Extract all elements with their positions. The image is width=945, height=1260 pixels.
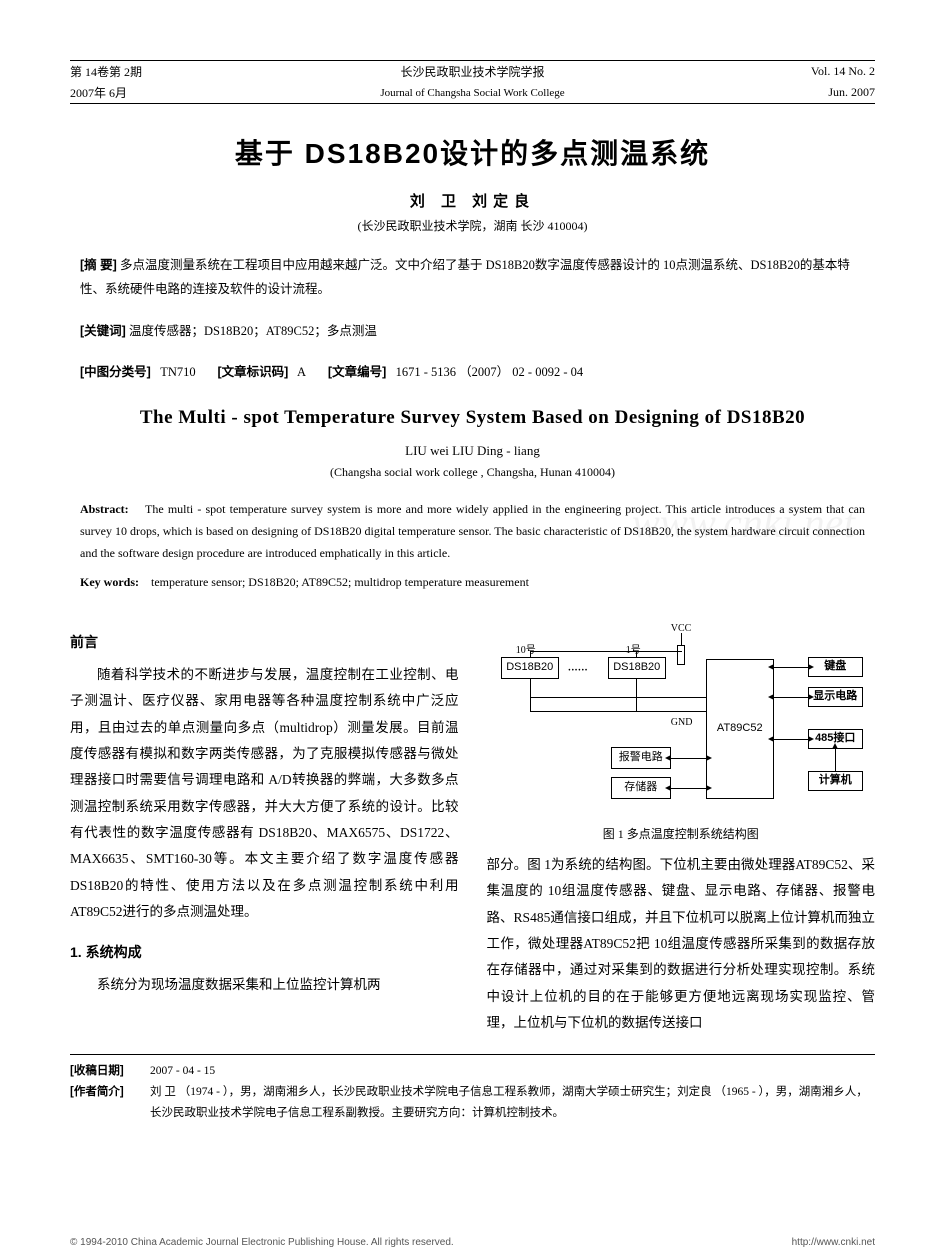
computer-box: 计算机 [808, 771, 863, 791]
abstract-cn-block: [摘 要] 多点温度测量系统在工程项目中应用越来越广泛。文中介绍了基于 DS18… [80, 254, 865, 302]
abstract-en-block: Abstract: The multi - spot temperature s… [80, 498, 865, 565]
vol-issue-en: Vol. 14 No. 2 [811, 64, 875, 78]
journal-header: 第 14卷第 2期 长沙民政职业技术学院学报 Vol. 14 No. 2 200… [70, 60, 875, 104]
section-1-p1: 系统分为现场温度数据采集和上位监控计算机两 [70, 972, 459, 998]
ds18b20-box-10: DS18B20 [501, 657, 559, 679]
gnd-label: GND [671, 713, 693, 733]
figure-1: VCC 10号 1号 DS18B20 ······ DS18B20 [487, 619, 876, 846]
received-date-label: [收稿日期] [70, 1061, 150, 1082]
doc-code-val: A [297, 365, 306, 379]
keyboard-connector [774, 667, 808, 668]
copyright-notice: © 1994-2010 China Academic Journal Elect… [70, 1237, 454, 1248]
received-date: 2007 - 04 - 15 [150, 1061, 215, 1082]
authors-en: LIU wei LIU Ding - liang [70, 443, 875, 459]
body-columns: 前言 随着科学技术的不断进步与发展，温度控制在工业控制、电子测温计、医疗仪器、家… [70, 619, 875, 1037]
preface-heading: 前言 [70, 629, 459, 656]
abstract-cn-text: 多点温度测量系统在工程项目中应用越来越广泛。文中介绍了基于 DS18B20数字温… [80, 258, 850, 296]
author-bio-label: [作者简介] [70, 1082, 150, 1123]
display-box: 显示电路 [808, 687, 863, 707]
keyboard-box: 键盘 [808, 657, 863, 677]
ds18b20-box-1: DS18B20 [608, 657, 666, 679]
abstract-en-text: The multi - spot temperature survey syst… [80, 502, 865, 560]
rs485-pc-connector [835, 749, 836, 771]
section-1-p2: 部分。图 1为系统的结构图。下位机主要由微处理器AT89C52、采集温度的 10… [487, 852, 876, 1036]
keywords-en-text: temperature sensor; DS18B20; AT89C52; mu… [151, 575, 529, 589]
vol-issue-cn: 第 14卷第 2期 [70, 65, 142, 79]
keywords-cn-block: [关键词] 温度传感器；DS18B20；AT89C52；多点测温 [80, 320, 865, 344]
alarm-connector [671, 758, 706, 759]
storage-connector [671, 788, 706, 789]
affiliation-cn: (长沙民政职业技术学院，湖南 长沙 410004) [70, 217, 875, 234]
right-column: VCC 10号 1号 DS18B20 ······ DS18B20 [487, 619, 876, 1037]
clc-val: TN710 [160, 365, 195, 379]
section-1-heading: 1. 系统构成 [70, 939, 459, 966]
abstract-en-label: Abstract: [80, 502, 129, 516]
paper-title-cn: 基于 DS18B20设计的多点测温系统 [70, 132, 875, 172]
display-connector [774, 697, 808, 698]
preface-paragraph: 随着科学技术的不断进步与发展，温度控制在工业控制、电子测温计、医疗仪器、家用电器… [70, 662, 459, 925]
article-id-label: [文章编号] [328, 365, 386, 379]
sensor-dots: ······ [568, 661, 588, 681]
footnotes: [收稿日期] 2007 - 04 - 15 [作者简介] 刘 卫 （1974 -… [70, 1054, 875, 1123]
rs485-connector [774, 739, 808, 740]
abstract-cn-label: [摘 要] [80, 258, 117, 272]
figure-1-caption: 图 1 多点温度控制系统结构图 [487, 823, 876, 846]
clc-line: [中图分类号] TN710 [文章标识码] A [文章编号] 1671 - 51… [80, 361, 865, 385]
keywords-en-block: Key words: temperature sensor; DS18B20; … [80, 571, 865, 593]
mcu-box: AT89C52 [706, 659, 774, 799]
authors-cn: 刘 卫 刘定良 [70, 190, 875, 211]
author-bio-text: 刘 卫 （1974 - ），男，湖南湘乡人，长沙民政职业技术学院电子信息工程系教… [150, 1082, 875, 1123]
keywords-cn-label: [关键词] [80, 324, 126, 338]
article-id-val: 1671 - 5136 （2007） 02 - 0092 - 04 [396, 365, 584, 379]
system-diagram: VCC 10号 1号 DS18B20 ······ DS18B20 [496, 619, 866, 819]
doc-code-label: [文章标识码] [218, 365, 289, 379]
journal-name-cn: 长沙民政职业技术学院学报 [400, 65, 544, 79]
keywords-cn-text: 温度传感器；DS18B20；AT89C52；多点测温 [129, 324, 377, 338]
journal-name-en: Journal of Changsha Social Work College [380, 87, 564, 99]
left-column: 前言 随着科学技术的不断进步与发展，温度控制在工业控制、电子测温计、医疗仪器、家… [70, 619, 459, 1037]
cnki-url: http://www.cnki.net [792, 1237, 875, 1248]
resistor-icon [677, 645, 685, 665]
paper-title-en: The Multi - spot Temperature Survey Syst… [70, 407, 875, 429]
keywords-en-label: Key words: [80, 575, 139, 589]
storage-box: 存储器 [611, 777, 671, 799]
date-en: Jun. 2007 [828, 85, 875, 99]
clc-label: [中图分类号] [80, 365, 151, 379]
affiliation-en: (Changsha social work college , Changsha… [70, 465, 875, 480]
alarm-box: 报警电路 [611, 747, 671, 769]
date-cn: 2007年 6月 [70, 86, 127, 100]
